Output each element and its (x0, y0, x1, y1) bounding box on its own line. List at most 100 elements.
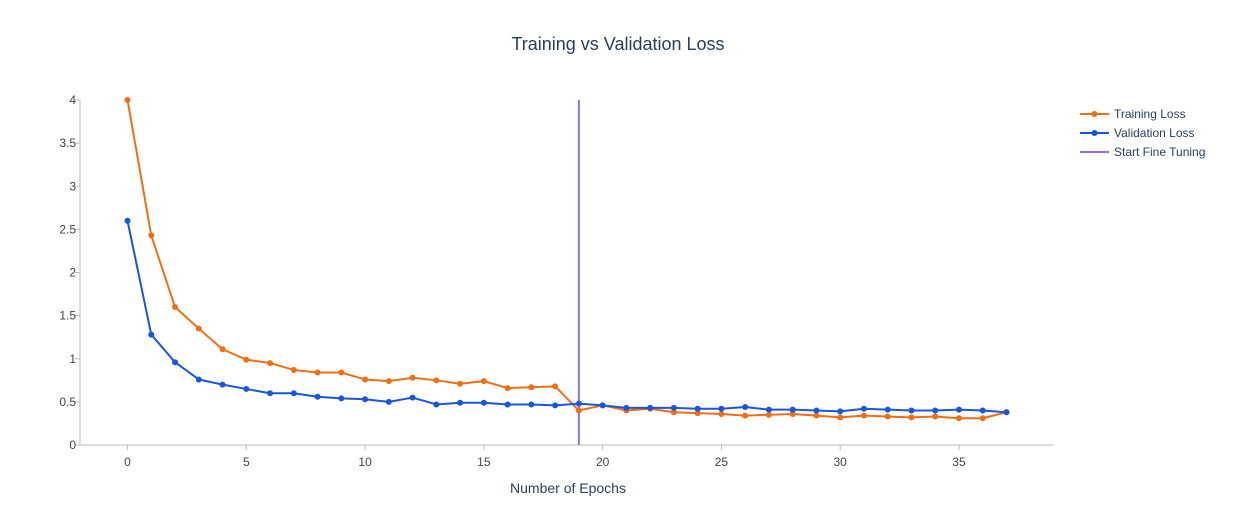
validation-loss-point (385, 398, 392, 405)
x-tick-label: 10 (358, 455, 372, 469)
training-loss-point (504, 385, 511, 392)
training-loss-point (884, 413, 891, 420)
legend-item[interactable]: Start Fine Tuning (1080, 145, 1205, 159)
x-tick-label: 0 (124, 455, 131, 469)
validation-loss-point (124, 217, 131, 224)
training-loss-point (670, 409, 677, 416)
plot-area (124, 97, 1010, 445)
axes: 0 5 10 15 20 25 30 35 0 0.5 1 1.5 2 2.5 3 3.5 4 (59, 93, 1054, 469)
training-loss-point (837, 414, 844, 421)
validation-loss-point (837, 408, 844, 415)
training-loss-point (694, 410, 701, 417)
validation-loss-point (575, 400, 582, 407)
validation-loss-point (433, 401, 440, 408)
y-tick-label: 1.5 (59, 309, 76, 323)
training-loss-point (457, 380, 464, 387)
validation-loss-point (552, 402, 559, 409)
training-loss-point (765, 411, 772, 418)
training-loss-point (314, 369, 321, 376)
training-loss-point (813, 412, 820, 419)
training-loss-point (362, 376, 369, 383)
y-tick-label: 3 (69, 179, 76, 193)
training-loss-point (267, 360, 274, 367)
validation-loss-point (694, 405, 701, 412)
validation-loss-point (243, 385, 250, 392)
training-loss-point (385, 378, 392, 385)
training-loss-point (338, 369, 345, 376)
training-loss-point (955, 415, 962, 422)
y-tick-label: 0 (69, 438, 76, 452)
validation-loss-point (172, 359, 179, 366)
validation-loss-point (670, 404, 677, 411)
validation-loss-point (480, 399, 487, 406)
training-loss-point (742, 412, 749, 419)
validation-loss-point (860, 405, 867, 412)
validation-loss-point (979, 407, 986, 414)
legend[interactable]: Training Loss Validation Loss Start Fine T… (1080, 107, 1205, 159)
legend-swatch-marker (1091, 111, 1098, 117)
training-loss-point (718, 410, 725, 417)
validation-loss-point (267, 390, 274, 397)
validation-loss-point (765, 406, 772, 413)
series-line-training-loss (126, 99, 1007, 420)
y-tick-label: 2 (69, 266, 76, 280)
training-loss-point (480, 378, 487, 385)
validation-loss-point (955, 406, 962, 413)
training-loss-point (195, 325, 202, 332)
series-line-validation-loss (126, 220, 1007, 414)
validation-loss-point (884, 406, 891, 413)
validation-loss-point (195, 376, 202, 383)
validation-loss-point (148, 331, 155, 338)
training-loss-point (575, 407, 582, 414)
training-loss-point (433, 377, 440, 384)
training-loss-point (172, 304, 179, 310)
validation-loss-point (599, 402, 606, 409)
validation-loss-point (409, 394, 416, 401)
x-tick-label: 35 (952, 455, 966, 469)
training-loss-point (124, 97, 131, 103)
training-loss-point (552, 383, 559, 390)
validation-loss-point (504, 401, 511, 408)
y-tick-label: 3.5 (59, 136, 76, 150)
validation-loss-point (908, 407, 915, 414)
validation-loss-point (647, 404, 654, 411)
training-loss-point (979, 415, 986, 422)
validation-loss-point (219, 381, 226, 388)
y-tick-label: 1 (69, 352, 76, 366)
validation-loss-point (623, 404, 630, 411)
validation-loss-point (314, 393, 321, 400)
x-tick-label: 30 (834, 455, 848, 469)
validation-loss-point (742, 404, 749, 411)
legend-label: Start Fine Tuning (1114, 145, 1205, 159)
x-tick-label: 15 (477, 455, 491, 469)
validation-loss-point (362, 396, 369, 403)
legend-item[interactable]: Training Loss (1080, 107, 1186, 121)
validation-loss-point (338, 395, 345, 402)
x-tick-label: 5 (243, 455, 250, 469)
training-loss-point (860, 412, 867, 419)
validation-loss-point (789, 406, 796, 413)
training-loss-point (528, 384, 535, 391)
validation-loss-point (457, 399, 464, 406)
training-loss-point (908, 414, 915, 421)
validation-loss-point (813, 407, 820, 414)
y-tick-label: 0.5 (59, 395, 76, 409)
training-loss-point (789, 410, 796, 417)
training-loss-point (932, 413, 939, 420)
training-loss-point (219, 346, 226, 353)
legend-label: Training Loss (1114, 107, 1186, 121)
legend-item[interactable]: Validation Loss (1080, 126, 1195, 140)
legend-swatch-marker (1091, 130, 1098, 136)
validation-loss-point (932, 407, 939, 414)
training-loss-point (290, 366, 297, 373)
x-tick-label: 25 (715, 455, 729, 469)
validation-loss-point (1003, 409, 1010, 416)
validation-loss-point (290, 390, 297, 397)
chart-title: Training vs Validation Loss (511, 34, 724, 54)
legend-label: Validation Loss (1114, 126, 1195, 140)
training-loss-point (409, 374, 416, 381)
y-tick-label: 4 (69, 93, 76, 107)
validation-loss-point (528, 401, 535, 408)
training-loss-point (243, 356, 250, 363)
